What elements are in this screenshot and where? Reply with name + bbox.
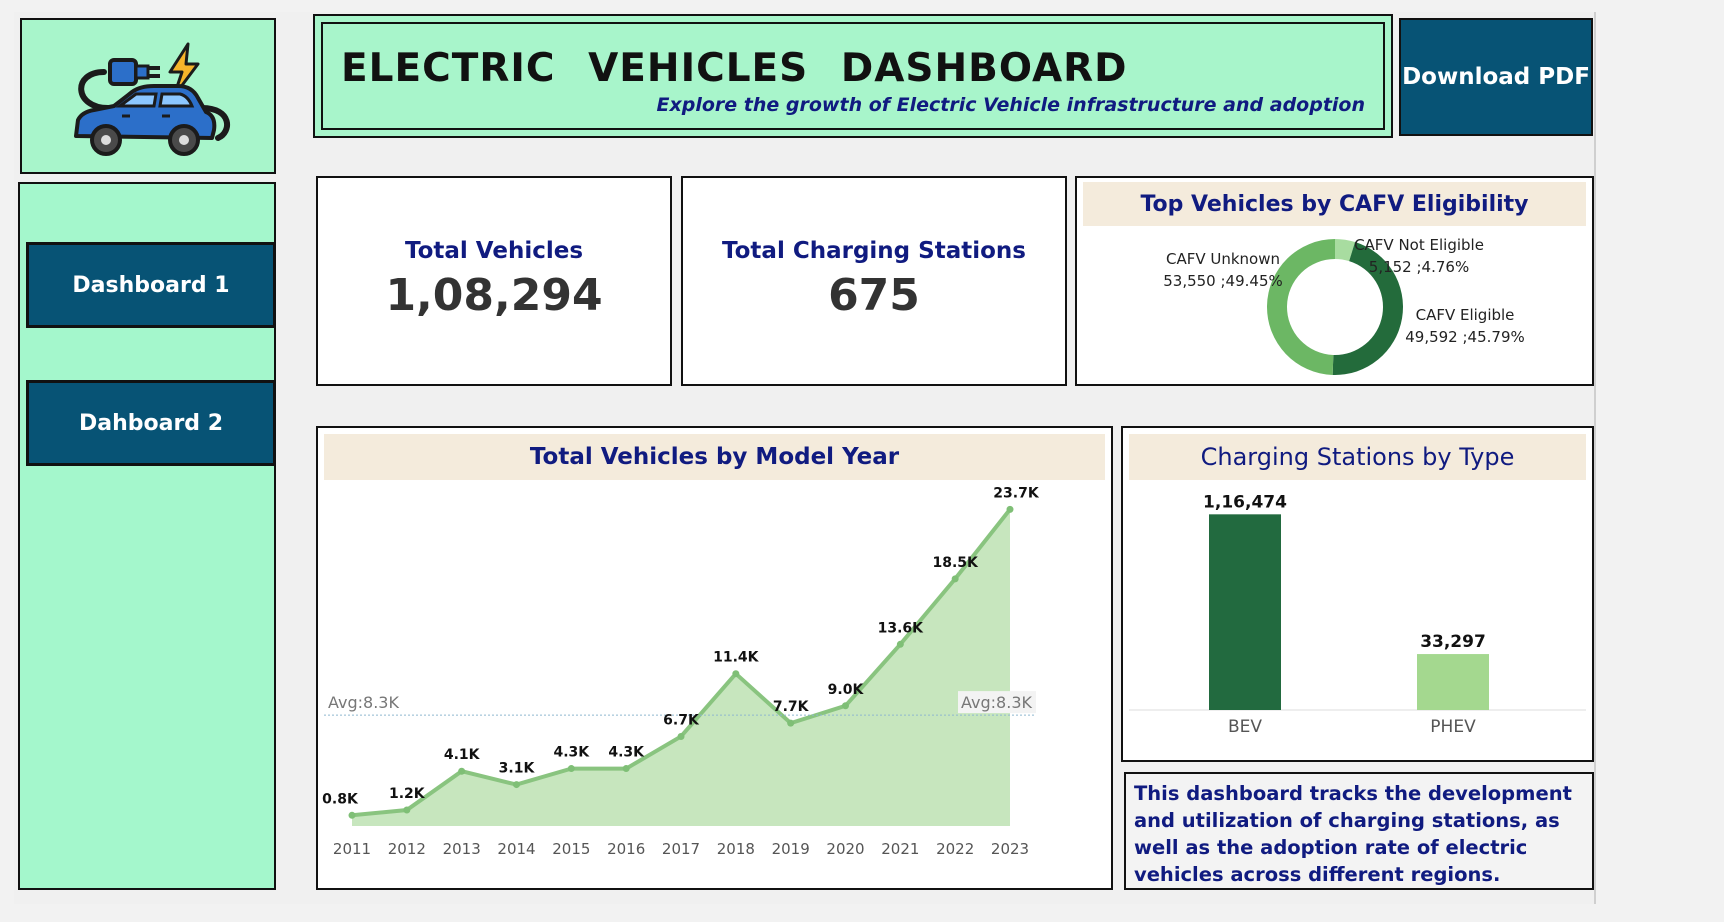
data-label: 4.3K (608, 745, 645, 761)
dashboard-description: This dashboard tracks the development an… (1124, 772, 1594, 890)
logo-panel (20, 18, 276, 174)
x-tick-label: 2019 (772, 840, 810, 858)
kpi-value: 675 (828, 270, 920, 321)
data-label: 4.1K (444, 747, 481, 763)
x-tick-label: BEV (1228, 717, 1262, 737)
kpi-total-charging-stations: Total Charging Stations 675 (681, 176, 1067, 386)
bar (1209, 514, 1281, 710)
data-label: 4.3K (554, 745, 591, 761)
x-tick-label: 2023 (991, 840, 1029, 858)
data-point (842, 702, 849, 710)
data-label: 18.5K (932, 555, 979, 571)
kpi-label: Total Charging Stations (722, 238, 1026, 264)
bar (1417, 654, 1489, 710)
slice-label-unknown: CAFV Unknown (1166, 250, 1280, 268)
x-tick-label: 2013 (443, 840, 481, 858)
data-label: 7.7K (773, 699, 810, 715)
ev-car-plug-icon (74, 42, 230, 156)
x-tick-label: 2015 (552, 840, 590, 858)
data-point (403, 806, 411, 814)
average-label-right: Avg:8.3K (961, 693, 1032, 712)
x-tick-label: 2014 (497, 840, 535, 858)
x-tick-label: 2012 (388, 840, 426, 858)
chart-title: Total Vehicles by Model Year (324, 434, 1105, 480)
stations-by-type-panel: Charging Stations by Type 1,16,474 BEV 33,… (1121, 426, 1594, 762)
data-point (732, 670, 740, 678)
data-point (622, 765, 630, 773)
x-tick-label: 2022 (936, 840, 974, 858)
slice-value-unknown: 53,550 ;49.45% (1163, 272, 1283, 290)
area-fill (352, 509, 1010, 826)
vehicles-by-year-chart: Avg:8.3K Avg:8.3K 0.8K 1.2K 4.1K 3.1K 4.3K 4.3… (322, 485, 1040, 858)
data-label: 13.6K (878, 620, 925, 636)
data-point (896, 640, 904, 648)
page-subtitle: Explore the growth of Electric Vehicle i… (656, 94, 1365, 116)
data-point (567, 765, 575, 773)
donut-hole (1288, 260, 1382, 354)
data-point (348, 811, 356, 819)
slice-label-not-eligible: CAFV Not Eligible (1354, 236, 1484, 254)
data-label: 1.2K (389, 786, 426, 802)
x-tick-label: 2018 (717, 840, 755, 858)
donut-slice (1332, 242, 1403, 375)
download-pdf-button[interactable]: Download PDF (1399, 18, 1593, 136)
header-panel (313, 14, 1393, 138)
donut-slice (1266, 239, 1335, 375)
slice-value-eligible: 49,592 ;45.79% (1405, 328, 1525, 346)
x-tick-label: 2016 (607, 840, 645, 858)
nav-dashboard-1-button[interactable]: Dashboard 1 (26, 242, 276, 328)
average-label-bg (958, 691, 1036, 714)
x-tick-label: 2011 (333, 840, 371, 858)
data-label: 6.7K (663, 712, 700, 728)
nav-dashboard-2-button[interactable]: Dahboard 2 (26, 380, 276, 466)
slice-value-not-eligible: 5,152 ;4.76% (1369, 258, 1469, 276)
data-point (787, 719, 795, 727)
data-point (513, 781, 520, 789)
header: ELECTRIC VEHICLES DASHBOARD Explore the … (321, 22, 1385, 130)
data-point (677, 732, 685, 740)
x-tick-label: PHEV (1430, 717, 1476, 737)
kpi-label: Total Vehicles (404, 238, 584, 264)
kpi-value: 1,08,294 (385, 270, 603, 321)
data-point (951, 575, 959, 583)
data-label: 23.7K (993, 485, 1040, 501)
data-label: 11.4K (713, 650, 760, 666)
chart-title: Top Vehicles by CAFV Eligibility (1083, 182, 1586, 226)
bar-value-label: 1,16,474 (1203, 492, 1287, 512)
data-label: 0.8K (322, 791, 359, 807)
x-tick-label: 2021 (881, 840, 919, 858)
stations-by-type-chart: 1,16,474 BEV 33,297 PHEV (1129, 492, 1586, 737)
cafv-chart-panel: Top Vehicles by CAFV Eligibility CAFV Un… (1075, 176, 1594, 386)
chart-title: Charging Stations by Type (1129, 434, 1586, 480)
data-point (1006, 505, 1014, 513)
cafv-donut-chart: CAFV Unknown 53,550 ;49.45% CAFV Not Eli… (1163, 236, 1525, 375)
slice-label-eligible: CAFV Eligible (1416, 306, 1515, 324)
donut-slice (1335, 239, 1356, 262)
vehicles-by-year-panel: Total Vehicles by Model Year Avg:8.3K Avg… (316, 426, 1113, 890)
x-tick-label: 2020 (826, 840, 864, 858)
data-point (458, 767, 466, 775)
bar-value-label: 33,297 (1420, 632, 1486, 652)
average-label-left: Avg:8.3K (328, 693, 399, 712)
x-tick-label: 2017 (662, 840, 700, 858)
data-label: 3.1K (499, 761, 536, 777)
kpi-total-vehicles: Total Vehicles 1,08,294 (316, 176, 672, 386)
data-label: 9.0K (828, 682, 865, 698)
page-title: ELECTRIC VEHICLES DASHBOARD (341, 46, 1128, 91)
sidebar: Dashboard 1 Dahboard 2 (18, 182, 276, 890)
